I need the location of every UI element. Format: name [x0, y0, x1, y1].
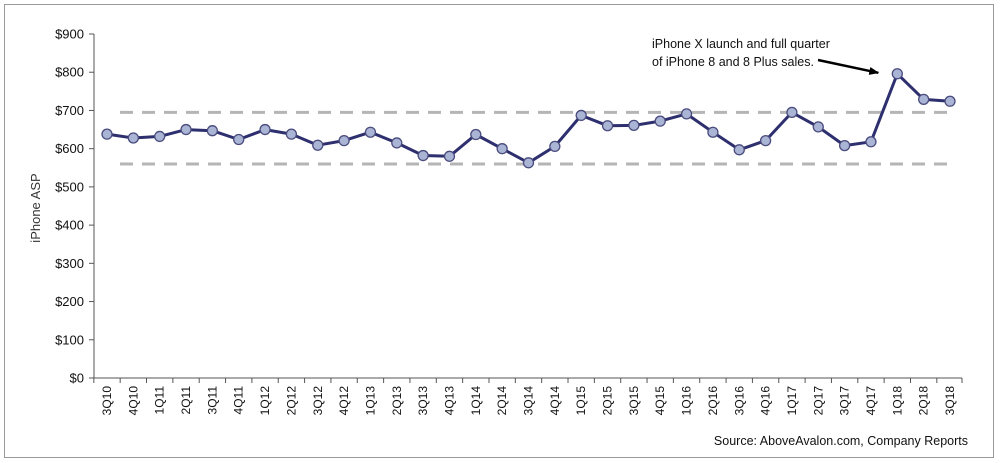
data-points — [101, 68, 956, 169]
source-note: Source: AboveAvalon.com, Company Reports — [714, 434, 968, 448]
data-point — [470, 128, 482, 141]
data-point — [838, 139, 851, 152]
data-point — [312, 139, 324, 151]
data-point — [154, 130, 166, 143]
data-point — [759, 134, 772, 147]
x-tick-label: 1Q15 — [574, 386, 588, 416]
x-tick-label: 3Q12 — [311, 386, 325, 416]
x-tick-label: 1Q11 — [153, 386, 167, 415]
x-tick-label: 4Q11 — [232, 386, 246, 415]
x-tick-label: 2Q12 — [284, 386, 298, 416]
data-point — [417, 149, 429, 162]
data-point — [549, 140, 561, 153]
x-tick-label: 3Q15 — [627, 386, 641, 416]
x-tick-label: 1Q14 — [469, 386, 483, 416]
y-tick-label: $300 — [55, 256, 84, 271]
x-tick-label: 1Q17 — [785, 386, 799, 416]
data-point — [918, 93, 930, 106]
data-point — [522, 157, 535, 169]
data-point — [101, 128, 113, 140]
data-point — [391, 137, 403, 149]
y-axis-label: iPhone ASP — [28, 173, 43, 242]
y-tick-label: $0 — [70, 371, 84, 386]
y-tick-label: $200 — [55, 294, 84, 309]
series-line — [106, 72, 951, 165]
x-tick-label: 4Q17 — [864, 386, 878, 416]
data-point — [733, 144, 745, 156]
data-point — [127, 132, 139, 144]
x-tick-label: 4Q10 — [126, 386, 140, 416]
data-point — [206, 125, 219, 137]
data-point — [338, 134, 350, 147]
x-tick-label: 2Q13 — [390, 386, 404, 416]
annotation-line-2: of iPhone 8 and 8 Plus sales. — [652, 55, 814, 69]
data-point — [259, 123, 271, 136]
x-tick-label: 2Q14 — [495, 386, 509, 416]
data-point — [443, 150, 456, 162]
x-tick-label: 4Q12 — [337, 386, 351, 416]
data-point — [891, 68, 903, 80]
x-tick-label: 2Q15 — [601, 386, 615, 416]
x-tick-label: 3Q18 — [943, 386, 957, 416]
x-tick-label: 1Q13 — [363, 386, 377, 416]
y-axis: $0 $100 $200 $300 $400 $500 $600 $700 $800 $900 — [55, 27, 95, 386]
y-tick-label: $500 — [55, 179, 84, 194]
data-point — [707, 126, 719, 138]
x-tick-label: 4Q16 — [759, 386, 773, 416]
data-point — [575, 109, 587, 122]
annotation-line-1: iPhone X launch and full quarter — [652, 37, 830, 51]
x-axis: 3Q10 4Q10 1Q11 2Q11 3Q11 4Q11 1Q12 2Q12 3Q12 4Q12… — [93, 377, 963, 416]
data-point — [786, 106, 798, 119]
x-tick-label: 3Q16 — [732, 386, 746, 416]
x-tick-label: 3Q14 — [522, 386, 536, 416]
x-tick-label: 3Q17 — [838, 386, 852, 416]
data-point — [944, 95, 956, 107]
y-tick-label: $400 — [55, 218, 84, 233]
y-tick-label: $700 — [55, 103, 84, 118]
x-tick-label: 3Q11 — [205, 386, 219, 415]
chart-frame — [4, 4, 994, 458]
data-point — [364, 126, 377, 138]
data-point — [496, 143, 508, 155]
x-tick-label: 1Q12 — [258, 386, 272, 416]
data-point — [680, 108, 693, 120]
x-tick-label: 4Q15 — [653, 386, 667, 416]
data-point — [654, 115, 666, 127]
x-tick-label: 2Q16 — [706, 386, 720, 416]
y-tick-label: $100 — [55, 332, 84, 347]
data-point — [812, 121, 824, 133]
series-line-path — [106, 72, 951, 165]
data-point — [628, 119, 640, 132]
data-point — [285, 128, 298, 140]
x-tick-label: 3Q10 — [100, 386, 114, 416]
reference-lines — [120, 110, 955, 166]
data-point — [601, 120, 614, 132]
x-tick-label: 2Q18 — [917, 386, 931, 416]
data-point — [180, 123, 192, 136]
annotation-arrow — [817, 58, 880, 75]
y-tick-label: $800 — [55, 65, 84, 80]
y-tick-label: $900 — [55, 27, 84, 42]
x-tick-label: 2Q11 — [179, 386, 193, 415]
data-point — [233, 133, 245, 146]
x-tick-label: 3Q13 — [416, 386, 430, 416]
x-tick-label: 1Q16 — [680, 386, 694, 416]
x-tick-label: 4Q13 — [442, 386, 456, 416]
y-tick-label: $600 — [55, 141, 84, 156]
x-tick-label: 2Q17 — [811, 386, 825, 416]
data-point — [865, 136, 877, 148]
x-tick-label: 1Q18 — [890, 386, 904, 416]
x-tick-label: 4Q14 — [548, 386, 562, 416]
